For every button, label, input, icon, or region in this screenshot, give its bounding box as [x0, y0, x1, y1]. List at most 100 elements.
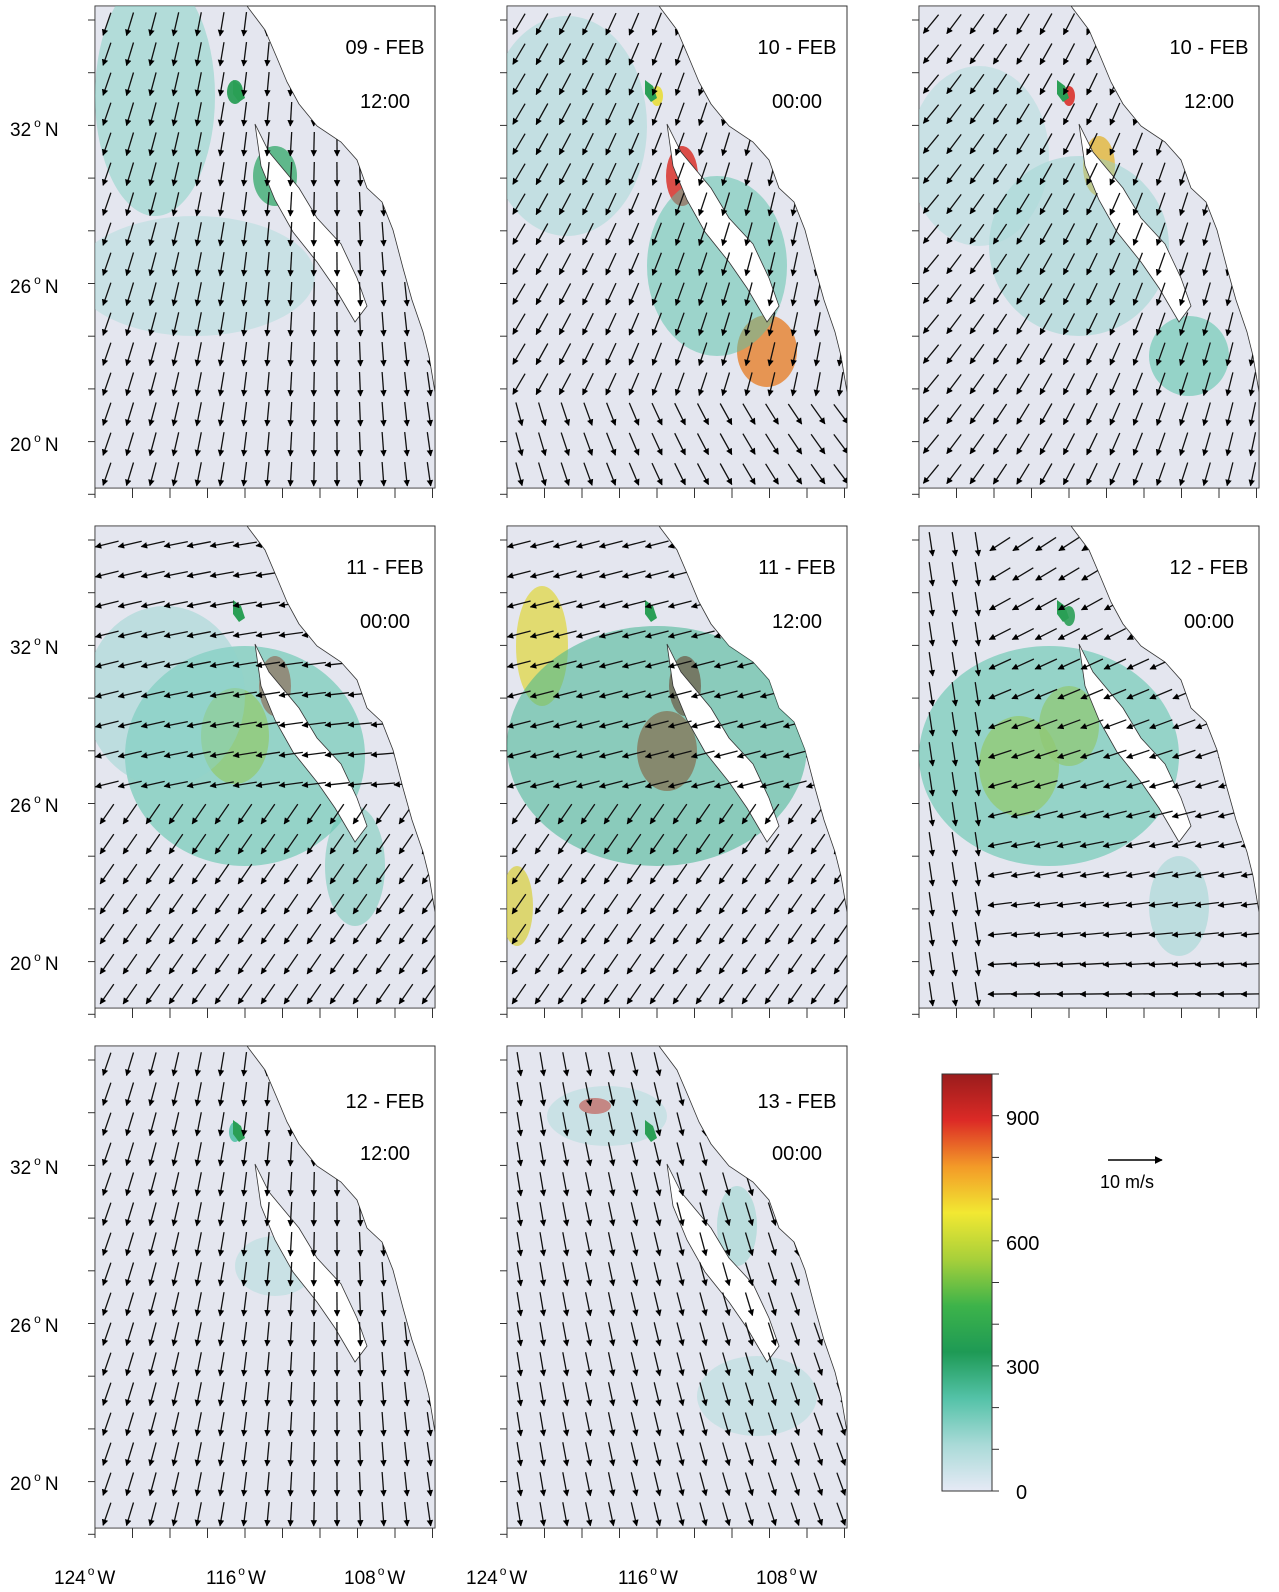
wind-arrow [163, 720, 188, 729]
wind-arrow [148, 342, 157, 367]
wind-arrow [171, 72, 180, 97]
wind-arrow [1155, 432, 1166, 456]
wind-arrow [95, 690, 119, 699]
wind-arrow [582, 12, 594, 36]
wind-arrow [922, 254, 940, 274]
wind-arrow [287, 281, 294, 307]
wind-arrow [992, 403, 1008, 425]
wind-arrow [1016, 253, 1030, 275]
wind-arrow [125, 162, 135, 187]
wind-arrow [605, 312, 617, 336]
wind-arrow [605, 372, 617, 396]
wind-arrow [287, 371, 294, 397]
wind-arrow [101, 282, 112, 306]
axis-ticks [912, 19, 1257, 498]
panel-time: 00:00 [360, 611, 410, 633]
map-layer [912, 525, 1260, 1018]
wind-arrow [787, 403, 803, 425]
wind-arrow [1039, 103, 1053, 126]
lon-label: 124 o W [54, 1564, 115, 1589]
wind-arrow [583, 432, 594, 456]
wind-arrow [264, 102, 271, 127]
wind-arrow [969, 253, 985, 275]
wind-arrow [264, 402, 271, 427]
wind-arrow [969, 343, 985, 365]
wind-arrow [696, 403, 710, 426]
wind-arrow [810, 463, 826, 485]
wind-arrow [1109, 162, 1121, 186]
wind-arrow [194, 102, 202, 127]
wind-arrow [264, 222, 271, 247]
panel-time: 00:00 [772, 91, 822, 113]
wind-arrow [674, 222, 685, 246]
wind-arrow [310, 1381, 318, 1407]
wind-arrow [310, 1291, 318, 1317]
wind-arrow [790, 312, 799, 337]
wind-arrow [535, 73, 549, 96]
wind-arrow [264, 132, 271, 157]
wind-arrow [535, 43, 549, 66]
wind-arrow [969, 373, 985, 395]
axis-ticks [88, 19, 433, 498]
wind-arrow [582, 162, 594, 186]
peninsula [1078, 123, 1192, 323]
wind-arrow [651, 282, 663, 306]
wind-arrow [992, 433, 1008, 455]
wind-arrow [310, 1321, 318, 1347]
wind-arrow [101, 372, 112, 396]
wind-arrow [171, 282, 180, 307]
wind-arrow [163, 690, 188, 699]
wind-arrow [403, 402, 410, 427]
map-panel: 10 - FEB 12:00 [912, 5, 1260, 498]
wind-arrow [310, 221, 318, 247]
wind-arrow [117, 660, 142, 669]
wind-arrow [674, 192, 685, 216]
wind-arrow [605, 342, 617, 366]
wind-arrow [512, 343, 526, 365]
wind-arrow [535, 373, 549, 396]
wind-arrow [101, 462, 112, 486]
wind-arrow [697, 252, 708, 277]
wind-arrow [217, 282, 225, 307]
wind-arrow [651, 312, 663, 336]
wind-arrow [101, 12, 112, 36]
wind-arrow [217, 402, 225, 427]
wind-arrow [1039, 193, 1053, 216]
wind-arrow [140, 600, 165, 609]
wind-arrow [1016, 403, 1030, 425]
wind-arrow [992, 163, 1008, 185]
reference-vector: 10 m/s [1100, 1156, 1163, 1192]
wind-arrow [836, 371, 844, 397]
intensity-patch [95, 6, 215, 216]
wind-arrow [1225, 312, 1234, 337]
map-panel: 13 - FEB 00:00 [500, 1045, 848, 1538]
wind-arrow [535, 313, 549, 336]
intensity-patch [647, 176, 787, 356]
wind-arrow [1132, 282, 1144, 306]
wind-arrow [1109, 282, 1121, 306]
wind-arrow [1039, 463, 1053, 486]
wind-arrow [674, 342, 685, 366]
wind-arrow [194, 132, 202, 157]
wind-arrow [140, 570, 165, 579]
wind-arrow [217, 342, 225, 367]
wind-arrow [651, 72, 663, 96]
wind-arrow [140, 690, 165, 699]
wind-arrow [558, 193, 572, 216]
wind-arrow [232, 631, 257, 639]
wind-arrow [1132, 342, 1144, 366]
wind-arrow [922, 464, 940, 484]
wind-arrow [651, 42, 663, 66]
wind-arrow [241, 432, 248, 457]
wind-arrow [217, 372, 225, 397]
colorbar-tick-label: 900 [1006, 1108, 1039, 1130]
wind-arrow [512, 223, 526, 245]
wind-arrow [101, 402, 112, 426]
wind-arrow [140, 630, 165, 639]
wind-arrow [140, 540, 165, 549]
wind-arrow [696, 433, 710, 456]
wind-arrow [357, 371, 364, 397]
wind-arrow [946, 344, 962, 365]
wind-arrow [310, 431, 318, 457]
